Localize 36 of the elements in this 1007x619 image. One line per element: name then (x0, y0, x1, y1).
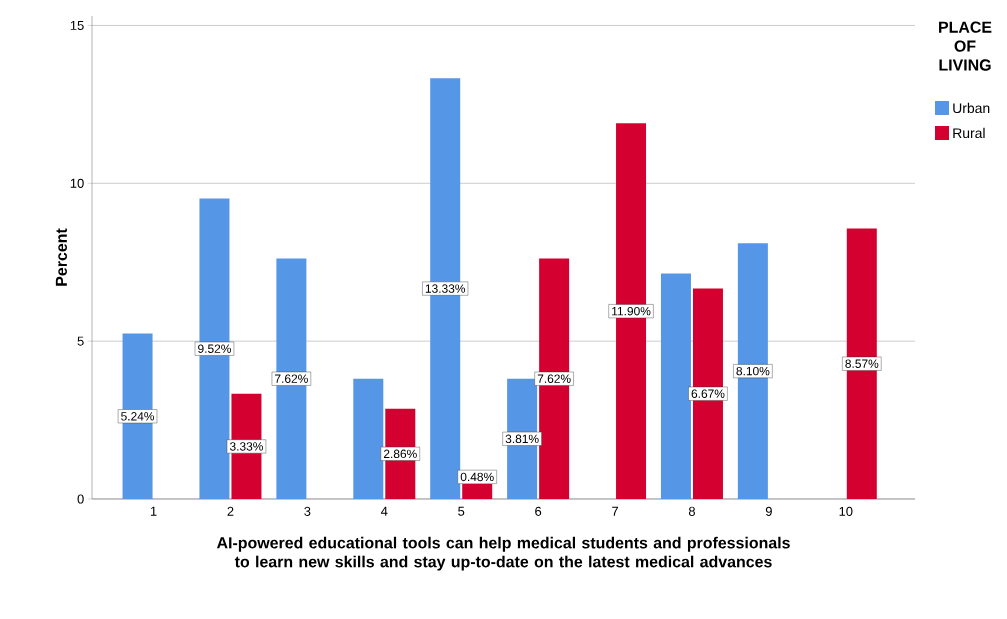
x-tick-label: 6 (535, 506, 542, 516)
data-label: 9.52% (198, 344, 231, 353)
data-label: 0.48% (460, 472, 494, 482)
x-tick-label: 8 (688, 506, 695, 516)
bar (539, 258, 570, 499)
data-label: 8.10% (736, 366, 770, 376)
data-label: 11.90% (612, 306, 651, 316)
bar (660, 273, 691, 499)
x-tick-label: 1 (150, 506, 157, 516)
y-tick-label: 0 (77, 494, 84, 504)
legend-label: Rural (953, 127, 985, 139)
bar (353, 378, 384, 499)
x-tick-label: 10 (839, 506, 853, 516)
data-label: 7.62% (537, 374, 571, 383)
data-label: 5.24% (121, 412, 155, 421)
x-tick-label: 4 (380, 506, 388, 516)
bar (692, 288, 723, 499)
data-label: 8.57% (845, 359, 879, 368)
data-label: 2.86% (383, 449, 417, 459)
data-label: 7.62% (275, 374, 308, 383)
x-tick-label: 7 (612, 506, 618, 516)
data-label: 13.33% (425, 284, 466, 293)
x-tick-label: 3 (304, 506, 311, 516)
x-tick-label: 2 (227, 506, 234, 516)
y-tick-label: 5 (77, 336, 84, 346)
legend-label: Urban (953, 102, 990, 114)
x-axis-title: AI-powered educational tools can help medical students and professionals to learn new skills and stay up-to-date on the latest medical advances (216, 536, 790, 571)
y-axis-title: Percent (55, 228, 67, 286)
data-label: 3.33% (229, 442, 263, 451)
y-tick-label: 15 (70, 20, 84, 30)
y-tick-label: 10 (70, 178, 84, 188)
x-tick-label: 9 (765, 506, 772, 516)
data-label: 6.67% (691, 389, 725, 398)
data-label: 3.81% (505, 434, 539, 444)
x-tick-label: 5 (458, 506, 465, 516)
legend-title: PLACE OF LIVING (939, 21, 992, 71)
